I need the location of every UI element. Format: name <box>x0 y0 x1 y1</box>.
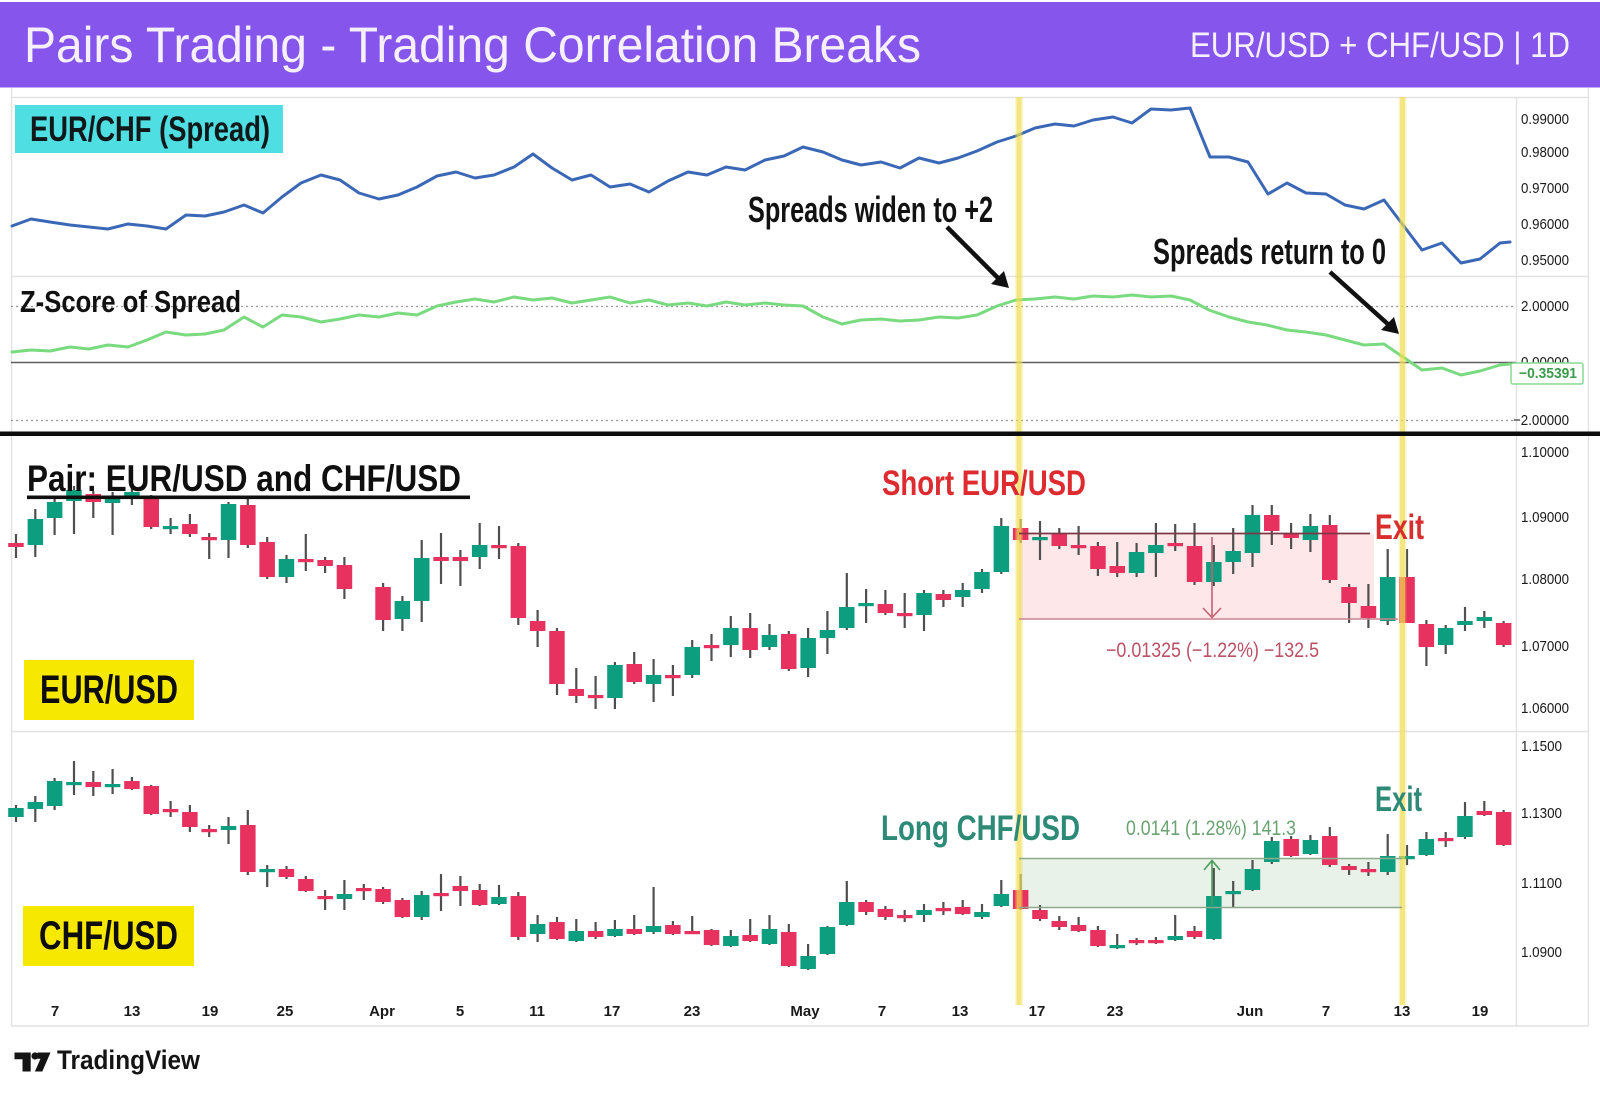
svg-text:7: 7 <box>1322 1003 1330 1020</box>
svg-text:0.96000: 0.96000 <box>1521 216 1569 233</box>
svg-text:Exit: Exit <box>1375 780 1422 819</box>
svg-text:11: 11 <box>529 1003 545 1020</box>
svg-text:EUR/CHF (Spread): EUR/CHF (Spread) <box>30 110 270 149</box>
svg-text:1.0900: 1.0900 <box>1521 944 1562 961</box>
svg-text:CHF/USD: CHF/USD <box>39 914 178 958</box>
svg-text:1.1500: 1.1500 <box>1521 738 1562 755</box>
svg-text:19: 19 <box>1472 1003 1489 1020</box>
svg-text:17: 17 <box>1029 1003 1046 1020</box>
svg-text:EUR/USD: EUR/USD <box>40 668 178 712</box>
svg-text:23: 23 <box>684 1003 701 1020</box>
svg-text:−2.00000: −2.00000 <box>1513 412 1569 429</box>
svg-text:0.99000: 0.99000 <box>1521 111 1569 128</box>
svg-text:1.1300: 1.1300 <box>1521 805 1562 822</box>
svg-text:−0.01325 (−1.22%) −132.5: −0.01325 (−1.22%) −132.5 <box>1106 639 1319 662</box>
svg-text:1.08000: 1.08000 <box>1521 571 1569 588</box>
svg-text:1.09000: 1.09000 <box>1521 509 1569 526</box>
svg-text:7: 7 <box>51 1003 59 1020</box>
svg-text:Apr: Apr <box>369 1003 395 1020</box>
svg-text:0.98000: 0.98000 <box>1521 144 1569 161</box>
svg-text:19: 19 <box>202 1003 219 1020</box>
svg-text:25: 25 <box>277 1003 294 1020</box>
svg-text:Pair: EUR/USD and CHF/USD: Pair: EUR/USD and CHF/USD <box>27 458 461 499</box>
svg-text:Pairs Trading - Trading Correl: Pairs Trading - Trading Correlation Brea… <box>24 17 921 73</box>
svg-text:1.1100: 1.1100 <box>1521 875 1562 892</box>
svg-text:17: 17 <box>604 1003 621 1020</box>
svg-text:13: 13 <box>124 1003 141 1020</box>
svg-text:1.06000: 1.06000 <box>1521 700 1569 717</box>
svg-text:EUR/USD + CHF/USD | 1D: EUR/USD + CHF/USD | 1D <box>1190 26 1570 65</box>
svg-text:Short EUR/USD: Short EUR/USD <box>882 464 1086 503</box>
svg-text:Long CHF/USD: Long CHF/USD <box>881 809 1080 848</box>
svg-text:Z-Score of Spread: Z-Score of Spread <box>20 284 241 319</box>
svg-text:TradingView: TradingView <box>57 1045 201 1075</box>
svg-text:Exit: Exit <box>1375 508 1424 547</box>
svg-text:13: 13 <box>1394 1003 1411 1020</box>
svg-text:23: 23 <box>1107 1003 1124 1020</box>
svg-text:Spreads widen to +2: Spreads widen to +2 <box>748 189 993 230</box>
svg-text:Spreads return to 0: Spreads return to 0 <box>1153 231 1386 272</box>
svg-text:1.10000: 1.10000 <box>1521 444 1569 461</box>
svg-text:13: 13 <box>952 1003 969 1020</box>
svg-text:5: 5 <box>456 1003 464 1020</box>
svg-text:0.95000: 0.95000 <box>1521 252 1569 269</box>
svg-text:7: 7 <box>878 1003 886 1020</box>
svg-text:1.07000: 1.07000 <box>1521 638 1569 655</box>
svg-text:−0.35391: −0.35391 <box>1519 366 1577 382</box>
svg-text:0.97000: 0.97000 <box>1521 180 1569 197</box>
svg-text:0.0141 (1.28%) 141.3: 0.0141 (1.28%) 141.3 <box>1126 817 1296 840</box>
svg-text:May: May <box>790 1003 820 1020</box>
svg-text:2.00000: 2.00000 <box>1521 298 1569 315</box>
svg-text:Jun: Jun <box>1237 1003 1264 1020</box>
